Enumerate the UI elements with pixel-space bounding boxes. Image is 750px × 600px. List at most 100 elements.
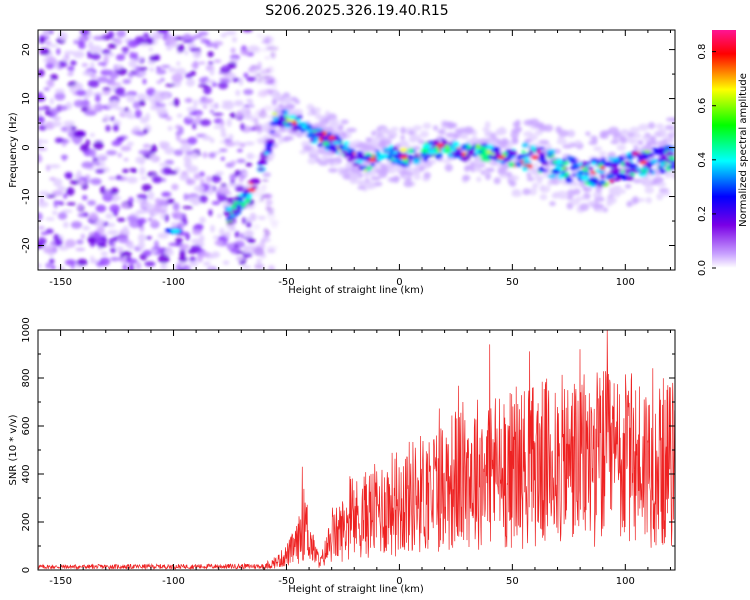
signal-core-blob [537,146,545,150]
signal-halo-blob [637,139,644,146]
noise-blob [87,235,96,244]
signal-core-blob [551,169,560,174]
noise-blob [208,209,213,217]
signal-core-blob [479,143,488,147]
signal-core-blob [453,154,463,158]
noise-blob [213,125,224,129]
noise-blob [122,263,128,270]
noise-blob [139,99,146,107]
noise-blob [82,98,89,108]
signal-halo-blob [284,104,295,111]
noise-blob [222,260,230,265]
signal-halo-blob [387,168,397,174]
noise-blob [81,195,88,201]
colorbar-gradient [712,30,736,268]
signal-peak-blob [436,143,445,148]
noise-blob [262,193,273,199]
noise-blob [229,173,236,182]
noise-blob [97,62,107,66]
signal-halo-blob [418,139,426,145]
signal-core-blob [555,158,563,165]
noise-blob [145,37,154,42]
noise-blob [150,144,158,154]
signal-core-blob [663,157,670,162]
noise-blob [243,88,254,96]
noise-blob [265,245,275,254]
noise-blob [67,65,75,72]
noise-blob [99,257,111,266]
signal-core-blob [387,152,393,159]
noise-blob [240,107,248,115]
noise-blob [109,71,119,80]
noise-blob [47,79,55,88]
snr-x-tick-label: -150 [49,576,72,587]
colorbar-tick-label: 0.6 [697,98,708,114]
noise-blob [232,36,237,43]
signal-halo-blob [482,127,489,132]
noise-blob [257,61,262,71]
noise-blob [38,226,45,230]
noise-blob [132,101,141,109]
noise-blob [211,200,221,206]
noise-blob [265,205,271,211]
signal-halo-blob [318,115,326,120]
noise-blob [167,170,178,175]
noise-blob [93,140,104,150]
noise-blob [176,61,181,66]
signal-halo-blob [376,135,388,141]
signal-halo-blob [437,129,446,134]
noise-blob [140,203,150,208]
noise-blob [127,243,135,250]
noise-blob [74,83,82,90]
signal-core-blob [475,148,479,155]
signal-halo-blob [454,128,466,134]
noise-blob [179,267,186,270]
noise-blob [112,236,118,242]
signal-halo-blob [644,186,655,194]
noise-blob [43,87,50,91]
signal-core-blob [600,173,605,180]
noise-blob [106,150,117,156]
signal-core-blob [481,149,488,156]
noise-blob [79,143,89,152]
signal-halo-blob [351,164,359,172]
noise-blob [164,213,169,223]
signal-halo-blob [526,172,532,178]
noise-blob [161,93,171,99]
noise-blob [87,40,94,50]
noise-blob [154,240,159,250]
signal-core-blob [420,153,426,158]
signal-core-blob [643,165,648,172]
noise-blob [141,183,152,192]
noise-blob [134,109,142,119]
colorbar-tick-label: 0.2 [697,206,708,222]
noise-blob [103,114,111,122]
noise-blob [192,34,202,39]
noise-blob [156,106,168,116]
signal-halo-blob [624,183,632,189]
noise-blob [160,64,171,69]
snr-x-axis-label: Height of straight line (km) [288,584,424,595]
noise-blob [232,77,240,83]
colorbar-tick-label: 0.0 [697,260,708,276]
signal-halo-blob [570,198,581,206]
signal-core-blob [260,159,267,164]
noise-blob [117,235,129,244]
noise-blob [192,201,199,206]
noise-blob [186,78,195,87]
noise-blob [217,213,222,219]
noise-blob [54,88,65,94]
noise-blob [110,82,122,87]
signal-core-blob [423,144,432,149]
signal-core-blob [319,142,324,146]
signal-halo-blob [315,157,321,163]
noise-blob [250,65,257,69]
noise-blob [57,185,66,192]
noise-blob [87,79,100,88]
signal-halo-blob [522,188,531,196]
signal-halo-blob [608,126,620,135]
signal-halo-blob [365,137,372,144]
noise-blob [209,267,215,270]
signal-core-blob [279,114,284,118]
noise-blob [116,136,125,142]
